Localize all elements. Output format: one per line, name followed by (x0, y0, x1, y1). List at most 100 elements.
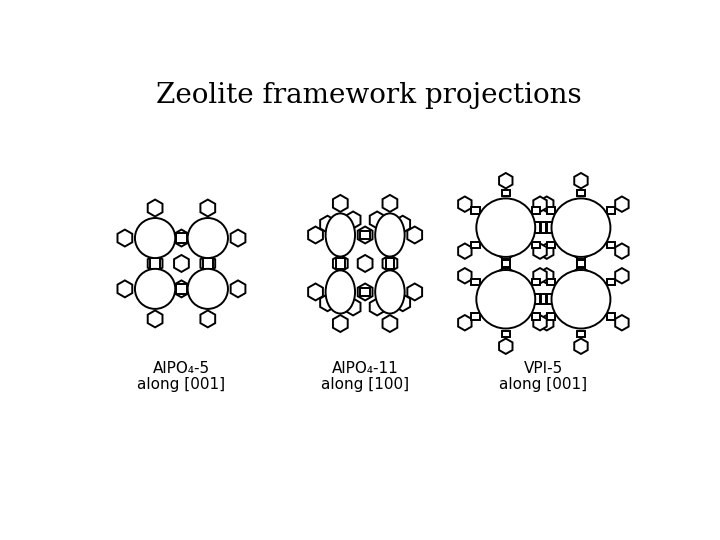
Ellipse shape (325, 213, 355, 256)
Polygon shape (382, 195, 397, 212)
Polygon shape (308, 226, 323, 244)
Bar (607, 313, 616, 320)
Bar (541, 294, 546, 305)
Polygon shape (615, 244, 629, 259)
Ellipse shape (188, 218, 228, 258)
Text: along [001]: along [001] (138, 377, 225, 392)
Polygon shape (499, 267, 513, 282)
Polygon shape (148, 200, 163, 217)
Polygon shape (174, 230, 189, 247)
Polygon shape (333, 255, 348, 272)
Polygon shape (575, 173, 588, 188)
Text: along [100]: along [100] (321, 377, 409, 392)
Bar (546, 313, 555, 320)
Ellipse shape (325, 271, 355, 314)
Bar (607, 242, 616, 248)
Bar (502, 260, 510, 267)
Bar (532, 279, 540, 285)
Polygon shape (174, 255, 189, 272)
Polygon shape (499, 173, 513, 188)
Bar (176, 233, 187, 243)
Bar (472, 242, 480, 248)
Polygon shape (575, 245, 588, 260)
Bar (532, 242, 540, 248)
Bar (577, 252, 585, 259)
Polygon shape (408, 284, 422, 300)
Polygon shape (308, 284, 323, 300)
Bar (203, 258, 212, 269)
Ellipse shape (477, 270, 535, 328)
Bar (502, 252, 510, 259)
Bar (546, 207, 555, 213)
Polygon shape (230, 280, 246, 298)
Bar (541, 222, 546, 233)
Bar (336, 258, 345, 269)
Polygon shape (499, 339, 513, 354)
Polygon shape (575, 339, 588, 354)
Polygon shape (370, 212, 384, 228)
Polygon shape (534, 244, 546, 259)
Text: AlPO₄-5: AlPO₄-5 (153, 361, 210, 376)
Polygon shape (615, 315, 629, 330)
Polygon shape (382, 315, 397, 332)
Bar (577, 268, 585, 274)
Bar (386, 258, 395, 269)
Polygon shape (230, 230, 246, 247)
Bar (472, 313, 480, 320)
Bar (360, 231, 370, 239)
Polygon shape (333, 195, 348, 212)
Bar (502, 190, 510, 196)
Ellipse shape (375, 213, 405, 256)
Polygon shape (540, 244, 554, 259)
Polygon shape (320, 215, 335, 233)
Polygon shape (458, 268, 472, 284)
Polygon shape (499, 245, 513, 260)
Polygon shape (200, 310, 215, 327)
Ellipse shape (135, 218, 175, 258)
Polygon shape (540, 197, 554, 212)
Polygon shape (458, 315, 472, 330)
Ellipse shape (188, 269, 228, 309)
Polygon shape (358, 284, 372, 300)
Polygon shape (615, 197, 629, 212)
Polygon shape (200, 255, 215, 272)
Polygon shape (200, 200, 215, 217)
Bar (502, 259, 510, 266)
Bar (546, 279, 555, 285)
Polygon shape (534, 268, 546, 284)
Bar (534, 294, 540, 305)
Bar (532, 313, 540, 320)
Bar (577, 260, 585, 267)
Text: AlPO₄-11: AlPO₄-11 (332, 361, 398, 376)
Polygon shape (148, 255, 163, 272)
Text: along [001]: along [001] (499, 377, 588, 392)
Polygon shape (615, 268, 629, 284)
Ellipse shape (477, 198, 535, 257)
Polygon shape (174, 280, 189, 298)
Bar (176, 284, 187, 294)
Polygon shape (117, 230, 132, 247)
Bar (472, 207, 480, 213)
Bar (360, 288, 370, 296)
Polygon shape (540, 315, 554, 330)
Polygon shape (370, 299, 384, 315)
Ellipse shape (135, 269, 175, 309)
Bar (472, 279, 480, 285)
Ellipse shape (552, 198, 611, 257)
Polygon shape (458, 197, 472, 212)
Polygon shape (148, 310, 163, 327)
Bar (502, 268, 510, 274)
Polygon shape (534, 197, 546, 212)
Bar (607, 279, 616, 285)
Polygon shape (358, 255, 372, 272)
Ellipse shape (375, 271, 405, 314)
Bar (577, 190, 585, 196)
Bar (532, 207, 540, 213)
Bar (534, 222, 540, 233)
Bar (502, 330, 510, 337)
Polygon shape (575, 267, 588, 282)
Bar (577, 330, 585, 337)
Bar (150, 258, 160, 269)
Bar (577, 259, 585, 266)
Polygon shape (117, 280, 132, 298)
